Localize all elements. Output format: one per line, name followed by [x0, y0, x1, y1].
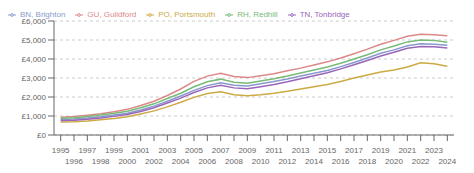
svg-text:2016: 2016 [332, 157, 350, 165]
svg-text:2007: 2007 [212, 146, 230, 155]
svg-text:2011: 2011 [265, 146, 283, 155]
svg-text:1999: 1999 [105, 146, 123, 155]
svg-text:2002: 2002 [145, 157, 163, 165]
html-text:BN, Brighton: BN, Brighton [20, 10, 66, 19]
html-text:TN, Tonbridge: TN, Tonbridge [299, 10, 350, 19]
svg-text:2013: 2013 [292, 146, 310, 155]
svg-text:2010: 2010 [252, 157, 270, 165]
svg-text:1996: 1996 [65, 157, 83, 165]
svg-text:£4,000: £4,000 [22, 55, 47, 64]
svg-text:2018: 2018 [358, 157, 376, 165]
svg-text:£2,000: £2,000 [22, 93, 47, 102]
svg-text:2001: 2001 [132, 146, 150, 155]
svg-text:2004: 2004 [172, 157, 190, 165]
svg-text:2000: 2000 [118, 157, 136, 165]
svg-text:1998: 1998 [92, 157, 110, 165]
svg-text:2019: 2019 [372, 146, 390, 155]
svg-text:2022: 2022 [412, 157, 430, 165]
svg-text:£0: £0 [37, 131, 46, 140]
svg-text:1995: 1995 [52, 146, 70, 155]
svg-text:2006: 2006 [198, 157, 216, 165]
svg-text:1997: 1997 [78, 146, 96, 155]
html-text:RH, Redhill: RH, Redhill [237, 10, 278, 19]
svg-text:£6,000: £6,000 [22, 17, 47, 26]
svg-text:2021: 2021 [398, 146, 416, 155]
svg-text:£3,000: £3,000 [22, 74, 47, 83]
html-text:GU, Guildford: GU, Guildford [87, 10, 137, 19]
svg-text:2014: 2014 [305, 157, 323, 165]
svg-text:£5,000: £5,000 [22, 36, 47, 45]
svg-text:2005: 2005 [185, 146, 203, 155]
svg-text:2012: 2012 [278, 157, 296, 165]
svg-text:2017: 2017 [345, 146, 363, 155]
svg-text:2020: 2020 [385, 157, 403, 165]
svg-text:2015: 2015 [318, 146, 336, 155]
svg-text:2024: 2024 [438, 157, 456, 165]
svg-text:2008: 2008 [225, 157, 243, 165]
svg-text:2009: 2009 [238, 146, 256, 155]
svg-text:2023: 2023 [425, 146, 443, 155]
svg-text:2003: 2003 [158, 146, 176, 155]
svg-text:£1,000: £1,000 [22, 112, 47, 121]
html-text:PO, Portsmouth: PO, Portsmouth [158, 10, 216, 19]
